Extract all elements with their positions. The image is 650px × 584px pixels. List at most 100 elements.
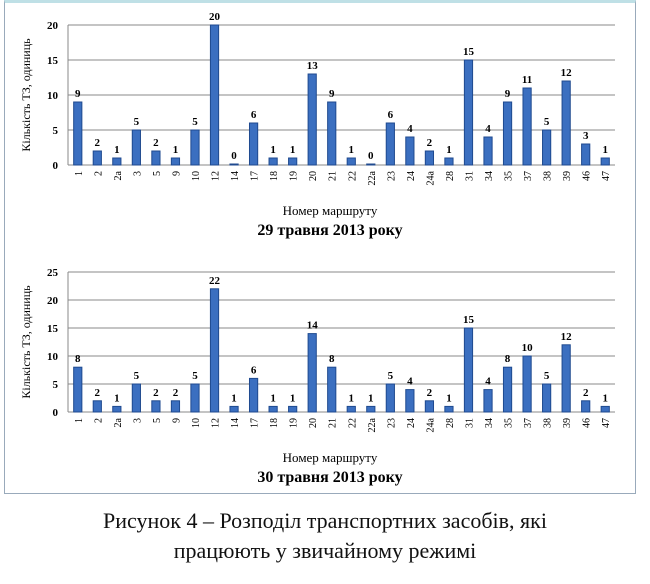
x-tick-label: 9 xyxy=(171,418,182,423)
x-tick-label: 20 xyxy=(308,418,319,428)
bar xyxy=(190,383,200,413)
figure-frame xyxy=(4,0,636,494)
data-label: 15 xyxy=(463,314,475,326)
x-tick-label: 22 xyxy=(347,171,358,181)
bar xyxy=(112,157,122,166)
x-tick-label: 17 xyxy=(250,418,261,428)
bar xyxy=(483,389,493,413)
data-label: 12 xyxy=(561,67,573,79)
x-tick-label: 31 xyxy=(464,418,475,428)
data-label: 3 xyxy=(583,130,589,142)
data-label: 1 xyxy=(602,144,608,156)
bar xyxy=(92,150,102,166)
data-label: 8 xyxy=(505,353,511,365)
bar xyxy=(385,383,395,413)
data-label: 6 xyxy=(251,109,257,121)
x-tick-label: 22а xyxy=(367,170,378,185)
y-axis-title: Кількість ТЗ, одиниць xyxy=(19,285,33,399)
bar xyxy=(73,366,83,413)
x-tick-label: 24 xyxy=(406,418,417,428)
bar xyxy=(307,73,317,166)
x-tick-label: 22 xyxy=(347,418,358,428)
data-label: 2 xyxy=(95,137,101,149)
bar xyxy=(366,405,376,413)
data-label: 14 xyxy=(307,320,319,332)
bar xyxy=(92,400,102,413)
bar xyxy=(288,405,298,413)
bar xyxy=(581,400,591,413)
y-tick-label: 5 xyxy=(53,125,59,137)
bar xyxy=(170,400,181,413)
x-axis-title: Номер маршруту xyxy=(283,450,378,465)
y-tick-label: 0 xyxy=(53,407,59,419)
bar xyxy=(502,366,513,413)
chart-may-30: 0510152025812212а53252951022121146171181… xyxy=(19,267,615,486)
bar xyxy=(327,366,337,413)
bar xyxy=(522,355,532,413)
data-label: 6 xyxy=(388,109,394,121)
x-tick-label: 23 xyxy=(386,171,397,181)
data-label: 1 xyxy=(231,392,237,404)
caption-line-1: Рисунок 4 – Розподіл транспортних засобі… xyxy=(103,508,547,533)
x-tick-label: 12 xyxy=(211,171,222,181)
bar xyxy=(405,389,415,413)
x-tick-label: 18 xyxy=(269,171,280,181)
x-tick-label: 24а xyxy=(425,170,436,185)
data-label: 9 xyxy=(75,88,81,100)
bar xyxy=(151,150,161,166)
chart-may-29: 05101520912212а5325195102012014617118119… xyxy=(19,11,615,239)
data-label: 1 xyxy=(446,392,452,404)
y-tick-label: 20 xyxy=(47,20,59,32)
x-tick-label: 19 xyxy=(289,418,300,428)
data-label: 2 xyxy=(427,137,433,149)
bar xyxy=(424,150,435,166)
data-label: 1 xyxy=(114,144,120,156)
bar xyxy=(346,157,356,166)
bar xyxy=(268,405,278,413)
data-label: 1 xyxy=(290,144,296,156)
x-tick-label: 12 xyxy=(211,418,222,428)
x-tick-label: 18 xyxy=(269,418,280,428)
data-label: 13 xyxy=(307,60,319,72)
chart-title: 30 травня 2013 року xyxy=(257,469,402,486)
bar xyxy=(424,400,435,413)
bar xyxy=(600,157,610,166)
data-label: 22 xyxy=(209,275,221,287)
data-label: 9 xyxy=(329,88,335,100)
bar xyxy=(346,405,356,413)
bar xyxy=(151,400,161,413)
y-tick-label: 10 xyxy=(47,351,59,363)
data-label: 12 xyxy=(561,331,573,343)
data-label: 1 xyxy=(446,144,452,156)
x-tick-label: 1 xyxy=(74,418,85,423)
x-tick-label: 24а xyxy=(425,417,436,432)
caption-line-2: працюють у звичайному режимі xyxy=(173,538,477,563)
bar xyxy=(170,157,181,166)
bar xyxy=(112,405,122,413)
data-label: 4 xyxy=(407,123,413,135)
y-tick-label: 20 xyxy=(47,295,59,307)
bar xyxy=(463,327,474,413)
x-tick-label: 14 xyxy=(230,418,241,428)
bar xyxy=(229,405,239,413)
x-tick-label: 19 xyxy=(289,171,300,181)
bar xyxy=(483,136,493,166)
bar xyxy=(502,101,513,166)
x-tick-label: 2 xyxy=(93,171,104,176)
x-tick-label: 34 xyxy=(484,418,495,428)
data-label: 5 xyxy=(192,116,198,128)
data-label: 1 xyxy=(349,392,355,404)
data-label: 1 xyxy=(114,392,120,404)
x-tick-label: 35 xyxy=(504,171,515,181)
x-tick-label: 9 xyxy=(171,171,182,176)
data-label: 5 xyxy=(134,116,140,128)
x-tick-label: 23 xyxy=(386,418,397,428)
data-label: 0 xyxy=(231,150,237,162)
x-tick-label: 35 xyxy=(504,418,515,428)
y-tick-label: 5 xyxy=(53,379,59,391)
bar xyxy=(131,129,141,166)
data-label: 1 xyxy=(349,144,355,156)
data-label: 1 xyxy=(270,144,276,156)
x-tick-label: 20 xyxy=(308,171,319,181)
data-label: 5 xyxy=(544,116,550,128)
